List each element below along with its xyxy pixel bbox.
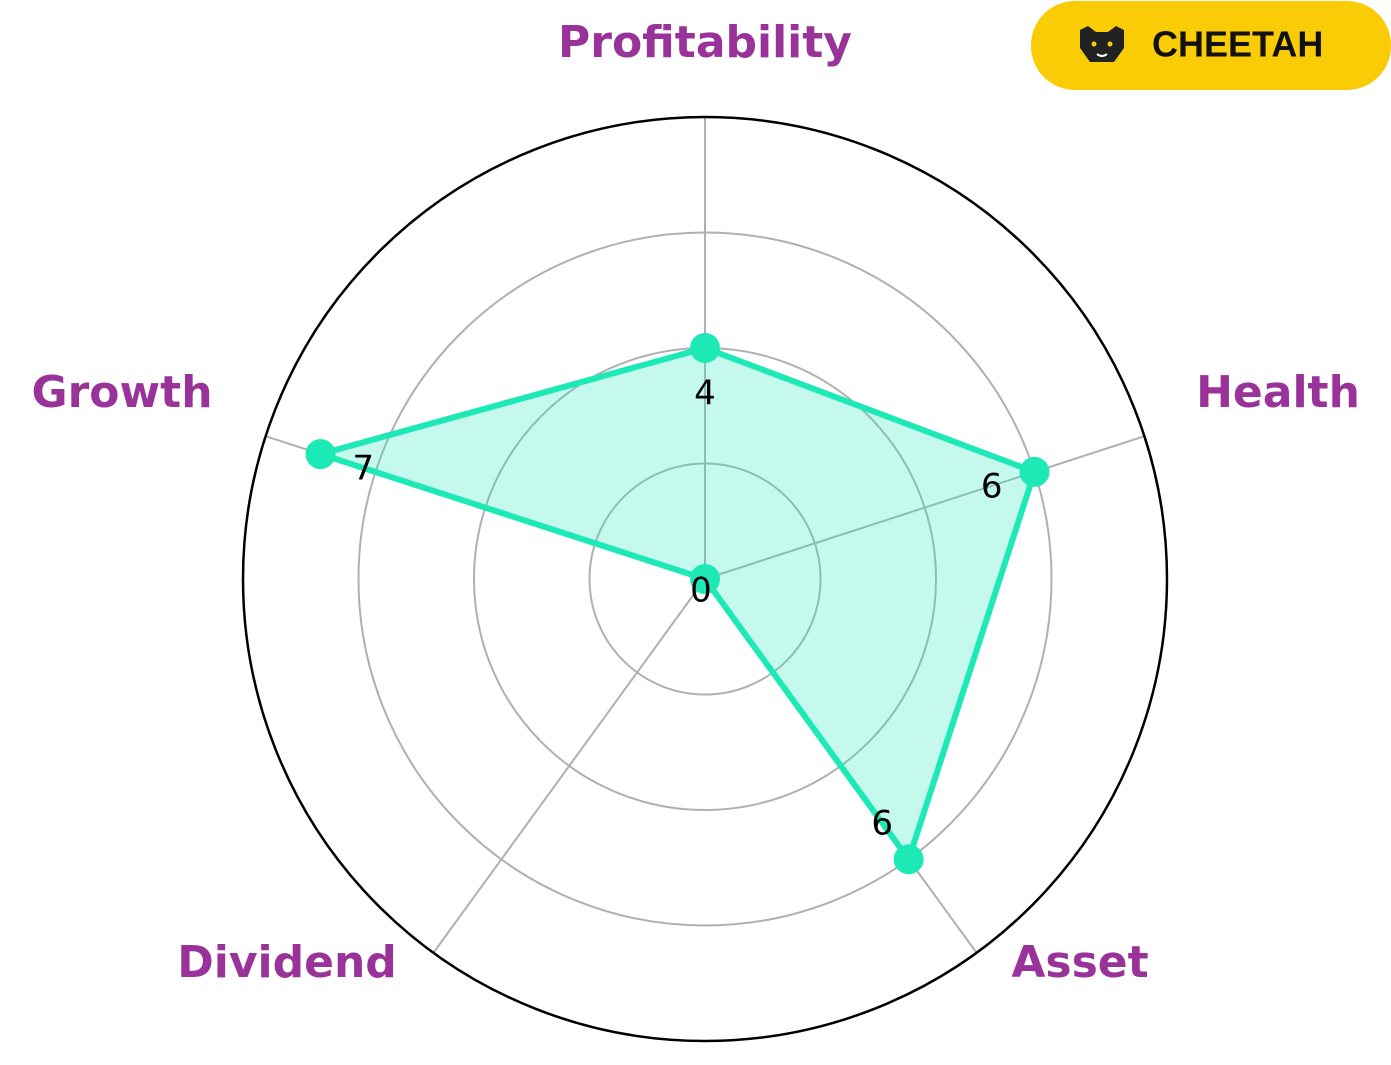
outer-ring (241, 115, 1169, 1043)
badge-background (1031, 1, 1391, 90)
value-label: 4 (694, 374, 716, 414)
plot (241, 115, 1169, 1043)
point (690, 564, 720, 594)
value-label: 6 (981, 466, 1003, 506)
point (690, 333, 720, 363)
cheetah-icon (1080, 26, 1124, 62)
axis-label: Growth (31, 367, 212, 418)
point (1019, 456, 1050, 487)
area (320, 348, 1035, 860)
line (317, 345, 1038, 863)
value-label: 0 (690, 571, 712, 611)
value-label: 7 (353, 448, 375, 488)
axis-label: Health (1196, 367, 1360, 418)
badge: CHEETAH (1031, 1, 1391, 90)
axis-label: Dividend (177, 937, 397, 988)
value-label: 6 (871, 803, 893, 843)
grid-ring (357, 231, 1053, 927)
grid-ring (588, 462, 822, 696)
axis-label: Profitability (558, 17, 852, 68)
axis-label: Asset (1011, 937, 1148, 988)
badge-label: CHEETAH (1152, 24, 1323, 65)
point (305, 439, 336, 470)
point (893, 844, 924, 875)
